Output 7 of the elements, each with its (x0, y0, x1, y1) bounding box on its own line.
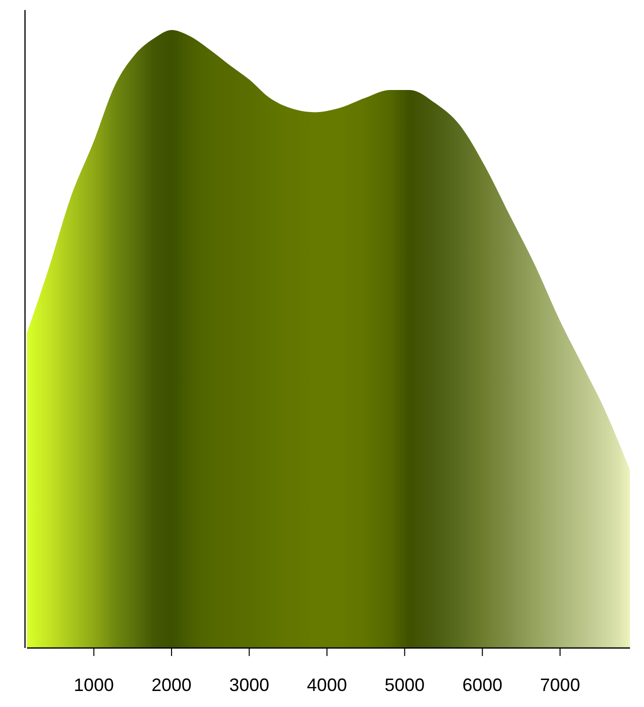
x-tick-label: 5000 (384, 675, 425, 695)
x-tick-label: 6000 (462, 675, 502, 695)
x-tick-label: 1000 (74, 675, 114, 695)
x-tick-label: 3000 (229, 675, 270, 695)
x-tick-label: 7000 (540, 675, 580, 695)
x-tick-label: 2000 (152, 675, 192, 695)
x-tick-label: 4000 (306, 675, 347, 695)
